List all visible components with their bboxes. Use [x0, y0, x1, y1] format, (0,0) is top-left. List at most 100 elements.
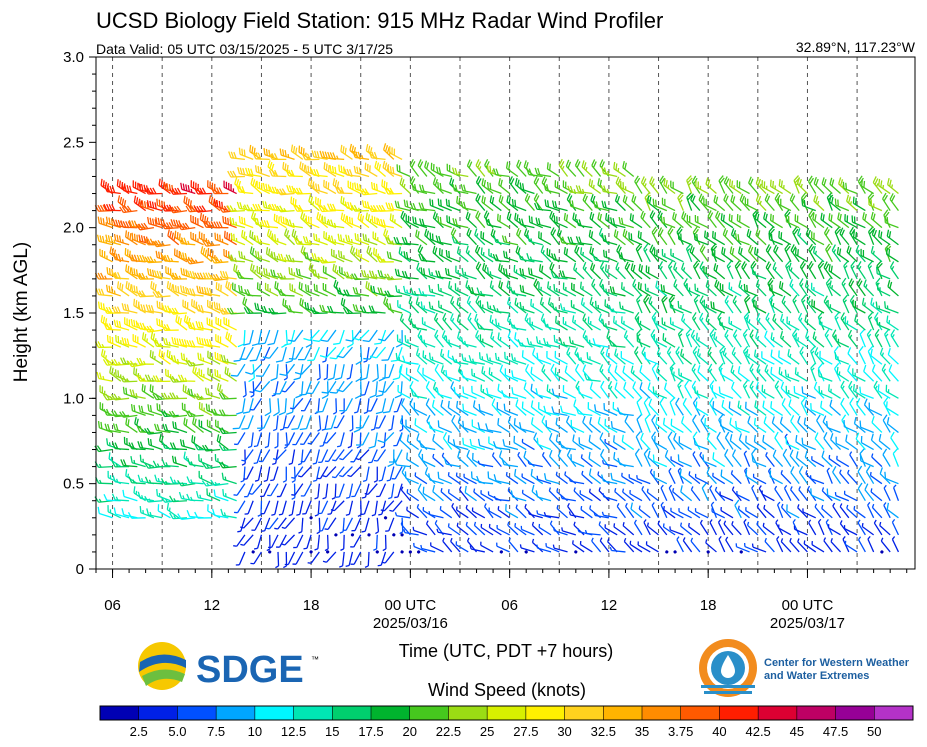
barb-half-flag — [115, 496, 119, 501]
barb-flag — [315, 183, 318, 191]
barb-half-flag — [222, 446, 226, 451]
barb-half-flag — [465, 504, 468, 509]
barb-half-flag — [151, 377, 154, 382]
barb-flag — [189, 322, 193, 329]
wind-barb-491 — [296, 500, 304, 516]
y-axis-label: Height (km AGL) — [11, 242, 32, 382]
barb-flag — [152, 218, 155, 226]
barb-flag — [270, 307, 276, 315]
barb-shaft — [342, 449, 353, 461]
barb-flag — [300, 211, 304, 219]
barb-half-flag — [247, 445, 252, 449]
wind-barb-183 — [171, 455, 188, 468]
wind-barb-362 — [241, 229, 254, 246]
barb-half-flag — [178, 275, 182, 280]
barb-flag — [115, 253, 119, 261]
barb-half-flag — [253, 462, 258, 465]
barb-half-flag — [521, 489, 524, 494]
barb-flag — [155, 375, 160, 382]
wind-barb-200 — [177, 513, 196, 520]
barb-flag — [250, 177, 254, 185]
barb-flag — [274, 281, 277, 288]
wind-barb-435 — [261, 219, 279, 229]
barb-flag — [263, 267, 266, 275]
barb-half-flag — [324, 548, 329, 552]
wind-barb-936 — [437, 182, 452, 195]
wind-barb-212 — [182, 299, 196, 314]
barb-flag — [100, 288, 105, 296]
barb-half-flag — [375, 427, 380, 429]
wind-barb-576 — [311, 268, 328, 280]
barb-flag — [268, 230, 272, 238]
wind-barb-233 — [186, 287, 204, 297]
wind-barb-192 — [169, 307, 188, 315]
barb-flag — [300, 245, 304, 253]
barb-flag — [108, 285, 111, 293]
barb-half-flag — [333, 426, 338, 429]
wind-barb-193 — [172, 284, 188, 297]
barb-flag — [194, 272, 199, 280]
barb-flag — [161, 459, 166, 466]
barb-half-flag — [203, 373, 205, 378]
barb-flag — [208, 404, 211, 412]
barb-half-flag — [281, 390, 286, 393]
wind-barb-141 — [156, 488, 171, 502]
barb-flag — [183, 237, 188, 245]
barb-flag — [157, 290, 163, 298]
barb-half-flag — [442, 537, 445, 542]
barb-flag — [218, 187, 223, 194]
barb-flag — [301, 162, 304, 170]
barb-flag — [477, 438, 481, 446]
barb-flag — [152, 291, 158, 298]
barb-flag — [273, 393, 281, 395]
barb-flag — [183, 314, 187, 322]
barb-flag — [117, 272, 121, 279]
barb-flag — [125, 221, 130, 228]
barb-flag — [230, 374, 238, 377]
wind-barb-187 — [169, 392, 188, 400]
barb-flag — [137, 474, 141, 482]
barb-flag — [288, 254, 293, 262]
barb-flag — [244, 298, 248, 306]
barb-half-flag — [168, 341, 171, 346]
barb-shaft — [465, 524, 477, 536]
wind-barb-730 — [383, 516, 388, 520]
barb-flag — [167, 369, 169, 377]
wind-barb-45 — [112, 423, 130, 434]
barb-flag — [227, 282, 230, 289]
barb-flag — [189, 200, 192, 208]
wind-barb-313 — [225, 280, 238, 297]
wind-barb-780 — [394, 483, 403, 499]
barb-flag — [160, 496, 166, 503]
barb-flag — [310, 264, 314, 272]
barb-flag — [502, 439, 506, 446]
barb-flag — [488, 436, 490, 444]
barb-shaft — [237, 432, 246, 445]
wind-barb-395 — [260, 500, 271, 515]
wind-barb-985 — [465, 521, 477, 536]
wind-barb-601 — [317, 256, 336, 264]
barb-half-flag — [406, 489, 409, 493]
barb-flag — [100, 217, 103, 225]
wind-barb-427 — [270, 364, 279, 382]
barb-flag — [447, 350, 450, 357]
wind-barb-1002 — [466, 227, 478, 246]
wind-barb-426 — [271, 381, 279, 397]
wind-barb-419 — [271, 500, 279, 516]
wind-barb-560 — [326, 550, 330, 554]
barb-half-flag — [297, 462, 302, 466]
barb-flag — [288, 267, 291, 274]
barb-half-flag — [165, 480, 168, 485]
barb-flag — [169, 272, 174, 280]
barb-flag — [106, 185, 111, 193]
wind-barb-559 — [301, 153, 320, 161]
barb-flag — [265, 268, 268, 276]
wind-barb-772 — [376, 204, 394, 212]
wind-barb-741 — [374, 329, 387, 345]
barb-shaft — [301, 363, 312, 375]
wind-barb-554 — [302, 236, 320, 246]
barb-half-flag — [318, 461, 322, 464]
wind-barb-156 — [152, 240, 171, 248]
barb-flag — [128, 319, 131, 327]
barb-flag — [232, 427, 240, 430]
